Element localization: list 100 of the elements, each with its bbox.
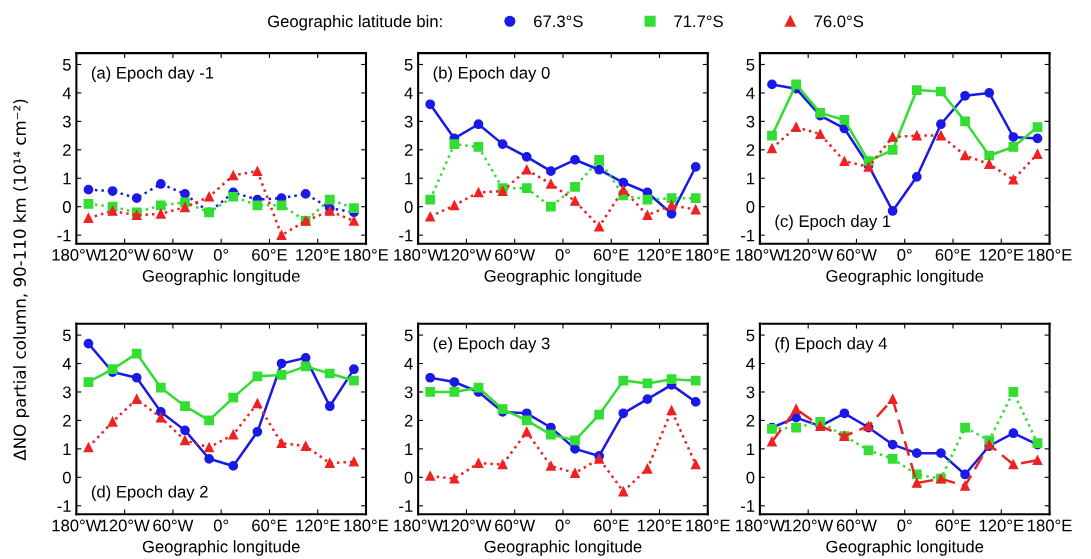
y-axis-title: ΔNO partial column, 90-110 km (10¹⁴ cm⁻²)	[13, 99, 30, 461]
y-tick-label: -1	[399, 229, 413, 242]
x-tick-label: 60°W	[153, 519, 194, 532]
y-tick-label: 2	[404, 144, 413, 156]
x-axis-title: Geographic longitude	[826, 540, 984, 556]
x-tick-label: 120°W	[442, 248, 492, 261]
y-tick-label: 3	[746, 115, 755, 128]
x-tick-label: 60°W	[153, 248, 194, 261]
y-tick-label: 4	[404, 87, 413, 99]
x-tick-label: 180°E	[686, 248, 730, 261]
x-tick-label: 180°W	[394, 519, 444, 532]
x-axis-title: Geographic longitude	[484, 540, 642, 556]
x-tick-label: 60°E	[252, 519, 287, 532]
x-tick-label: 180°W	[736, 248, 785, 261]
y-tick-label: 5	[746, 59, 755, 71]
x-tick-label: 120°W	[442, 519, 492, 532]
x-tick-label: 60°E	[252, 248, 287, 261]
x-tick-label: 60°W	[836, 519, 877, 532]
y-tick-label: 2	[63, 144, 71, 156]
y-tick-label: 3	[746, 386, 755, 399]
y-tick-label: 0	[746, 201, 755, 213]
y-tick-label: 0	[404, 201, 413, 213]
y-tick-label: 1	[747, 172, 755, 185]
x-tick-label: 60°W	[836, 248, 877, 261]
y-tick-label: -1	[740, 500, 755, 512]
y-tick-label: 1	[405, 172, 413, 185]
x-axis-title: Geographic longitude	[142, 269, 300, 286]
y-tick-label: 4	[404, 358, 413, 370]
x-tick-label: 120°E	[637, 519, 682, 532]
y-tick-label: 5	[404, 59, 413, 71]
x-tick-label: 180°E	[344, 248, 389, 261]
x-tick-label: 60°W	[495, 519, 536, 532]
legend-title: Geographic latitude bin:	[268, 15, 442, 31]
y-tick-label: 4	[62, 358, 72, 370]
y-tick-label: 4	[746, 358, 755, 370]
x-tick-label: 0°	[213, 248, 229, 261]
y-tick-label: 3	[404, 386, 413, 399]
x-tick-label: 120°W	[784, 519, 834, 532]
x-tick-label: 120°E	[979, 519, 1024, 532]
annotation: (c) Epoch day 1	[775, 214, 891, 231]
x-tick-label: 180°W	[52, 248, 102, 261]
y-tick-label: 2	[746, 414, 755, 427]
x-tick-label: 180°E	[1028, 519, 1072, 532]
x-tick-label: 180°E	[344, 519, 389, 532]
x-tick-label: 0°	[555, 519, 570, 532]
x-tick-label: 120°E	[637, 248, 682, 261]
x-axis-title: Geographic longitude	[484, 269, 642, 286]
legend-label: 67.3°S	[534, 15, 583, 28]
y-tick-label: 3	[62, 115, 71, 128]
annotation: (f) Epoch day 4	[775, 337, 887, 353]
y-tick-label: 2	[746, 144, 755, 156]
x-tick-label: 180°E	[1028, 248, 1072, 261]
annotation: (b) Epoch day 0	[433, 66, 550, 82]
x-tick-label: 120°W	[100, 248, 150, 261]
x-tick-label: 0°	[897, 519, 912, 532]
x-tick-label: 60°W	[495, 248, 536, 261]
y-tick-label: 4	[62, 87, 72, 99]
x-axis-title: Geographic longitude	[826, 269, 984, 286]
annotation: (a) Epoch day -1	[91, 66, 214, 82]
y-tick-label: -1	[57, 229, 71, 242]
y-tick-label: 0	[62, 471, 71, 484]
y-tick-label: 1	[63, 172, 71, 185]
y-tick-label: 2	[404, 414, 413, 427]
y-tick-label: 1	[63, 443, 71, 455]
y-tick-label: 4	[746, 87, 755, 99]
y-tick-label: -1	[399, 500, 413, 512]
x-tick-label: 60°E	[593, 519, 629, 532]
y-tick-label: 5	[62, 59, 71, 71]
x-tick-label: 180°E	[686, 519, 730, 532]
x-tick-label: 120°W	[100, 519, 150, 532]
y-tick-label: 5	[404, 329, 413, 342]
x-tick-label: 60°E	[935, 519, 971, 532]
y-tick-label: -1	[740, 229, 755, 242]
x-tick-label: 180°W	[736, 519, 785, 532]
x-tick-label: 0°	[897, 248, 912, 261]
x-axis-title: Geographic longitude	[142, 540, 300, 556]
y-tick-label: 5	[746, 329, 755, 342]
x-tick-label: 0°	[213, 519, 229, 532]
annotation: (e) Epoch day 3	[433, 337, 550, 353]
x-tick-label: 180°W	[52, 519, 102, 532]
y-tick-label: 1	[747, 443, 755, 455]
x-tick-label: 120°E	[979, 248, 1024, 261]
y-tick-label: -1	[57, 500, 71, 512]
y-tick-label: 0	[62, 201, 71, 213]
y-tick-label: 5	[62, 329, 71, 342]
legend-label: 76.0°S	[814, 15, 864, 28]
x-tick-label: 120°E	[296, 519, 340, 532]
x-tick-label: 120°W	[784, 248, 834, 261]
y-tick-label: 3	[404, 115, 413, 128]
x-tick-label: 60°E	[593, 248, 629, 261]
y-tick-label: 2	[63, 414, 71, 427]
x-tick-label: 120°E	[296, 248, 340, 261]
y-tick-label: 1	[405, 443, 413, 455]
x-tick-label: 180°W	[394, 248, 444, 261]
y-tick-label: 0	[404, 471, 413, 484]
y-tick-label: 3	[62, 386, 71, 399]
annotation: (d) Epoch day 2	[91, 485, 208, 501]
y-tick-label: 0	[746, 471, 755, 484]
x-tick-label: 60°E	[935, 248, 971, 261]
x-tick-label: 0°	[555, 248, 570, 261]
